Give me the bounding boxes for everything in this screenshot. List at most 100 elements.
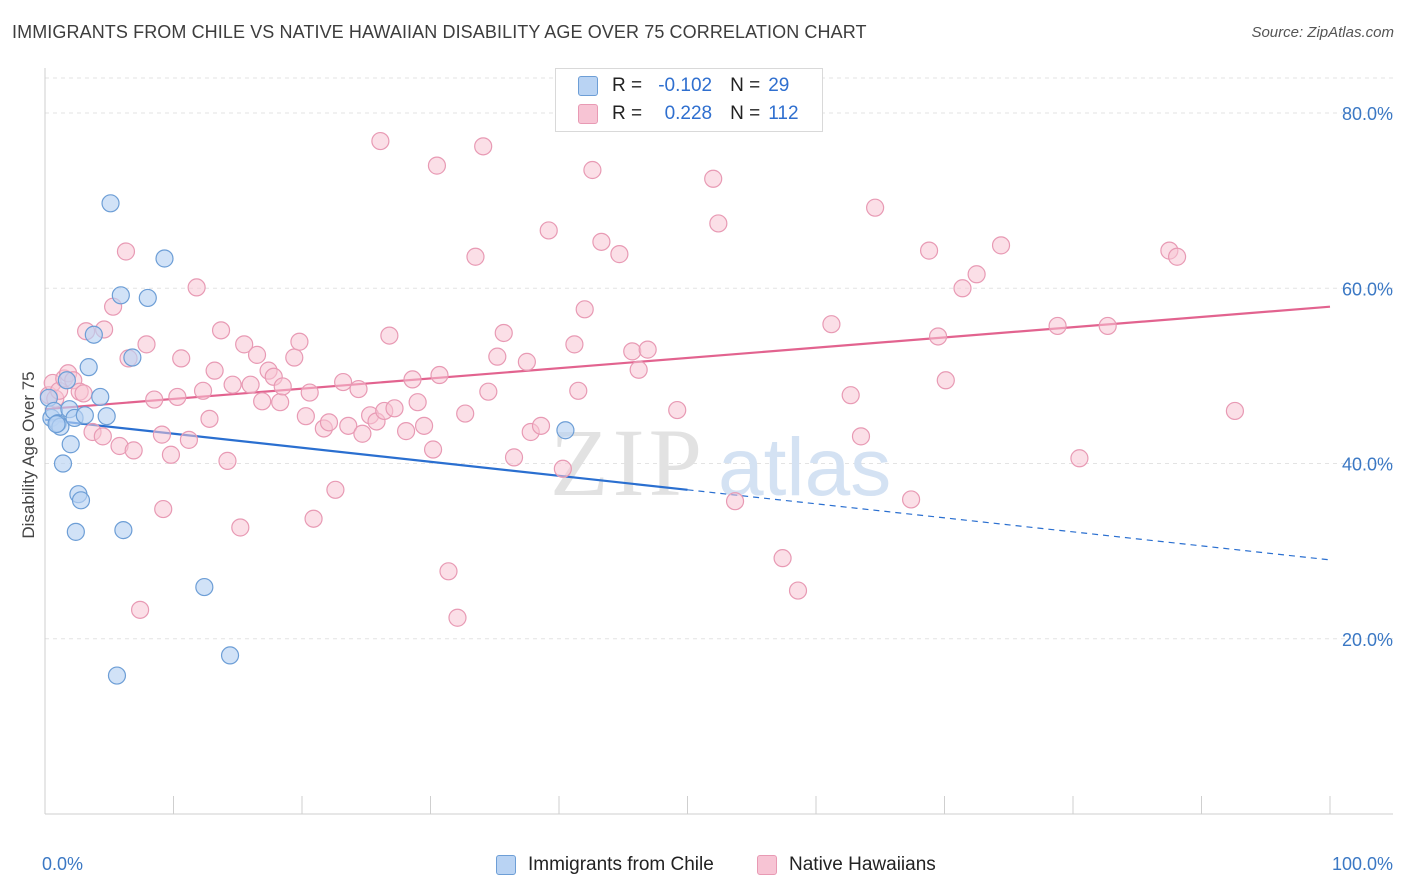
data-point-native-hawaiians <box>866 198 885 217</box>
data-point-native-hawaiians <box>247 345 267 364</box>
y-tick-label: 20.0% <box>1342 630 1393 650</box>
data-point-native-hawaiians <box>231 518 250 537</box>
data-point-native-hawaiians <box>773 549 792 568</box>
data-point-native-hawaiians <box>414 416 434 435</box>
legend-swatch-blue <box>496 855 516 875</box>
data-point-native-hawaiians <box>709 214 728 233</box>
data-point-native-hawaiians <box>610 245 629 264</box>
data-point-immigrants-from-chile <box>61 435 80 454</box>
data-point-native-hawaiians <box>479 382 498 401</box>
data-point-immigrants-from-chile <box>195 577 214 597</box>
data-point-native-hawaiians <box>205 361 224 380</box>
data-point-native-hawaiians <box>179 430 199 449</box>
data-point-native-hawaiians <box>223 375 242 394</box>
data-point-immigrants-from-chile <box>220 646 240 665</box>
data-point-native-hawaiians <box>531 416 551 435</box>
data-point-native-hawaiians <box>638 340 657 359</box>
x-tick-label: 100.0% <box>1332 854 1393 874</box>
data-point-immigrants-from-chile <box>57 371 76 390</box>
data-point-native-hawaiians <box>851 427 871 446</box>
data-point-native-hawaiians <box>1048 316 1067 336</box>
legend-row-hawaiians: R = 0.228 N = 112 <box>578 101 799 127</box>
tick-labels: 20.0% 40.0% 60.0% 80.0% 0.0% 100.0% <box>42 104 1393 874</box>
data-point-immigrants-from-chile <box>91 387 110 407</box>
data-point-immigrants-from-chile <box>97 407 116 426</box>
data-point-native-hawaiians <box>788 581 808 600</box>
data-point-native-hawaiians <box>130 600 150 619</box>
chart-title: IMMIGRANTS FROM CHILE VS NATIVE HAWAIIAN… <box>12 22 867 42</box>
data-point-native-hawaiians <box>304 509 323 528</box>
legend-r-label: R = <box>612 75 643 96</box>
data-point-immigrants-from-chile <box>123 348 142 367</box>
data-point-native-hawaiians <box>353 424 372 443</box>
data-point-native-hawaiians <box>74 384 93 403</box>
legend-n-label: N = <box>730 103 761 124</box>
watermark: ZIP atlas <box>550 409 891 516</box>
legend-r-value: 0.228 <box>664 103 713 124</box>
data-point-native-hawaiians <box>371 131 390 151</box>
data-point-immigrants-from-chile <box>556 421 575 440</box>
data-point-native-hawaiians <box>539 221 558 240</box>
data-point-native-hawaiians <box>928 327 948 346</box>
legend-n-value: 112 <box>768 103 799 124</box>
data-point-native-hawaiians <box>623 342 642 361</box>
data-point-native-hawaiians <box>218 451 237 470</box>
data-point-native-hawaiians <box>919 241 939 260</box>
data-point-native-hawaiians <box>569 381 588 400</box>
trend-line-hawaiians <box>44 305 1331 411</box>
data-point-native-hawaiians <box>592 232 611 251</box>
legend-r-value: -0.102 <box>658 75 713 96</box>
data-point-native-hawaiians <box>211 321 231 340</box>
legend-r-label: R = <box>612 103 643 124</box>
data-point-native-hawaiians <box>448 608 467 627</box>
data-point-native-hawaiians <box>408 393 427 412</box>
data-point-native-hawaiians <box>494 323 513 343</box>
data-point-immigrants-from-chile <box>53 454 73 473</box>
data-point-immigrants-from-chile <box>79 358 98 377</box>
data-point-native-hawaiians <box>271 393 290 412</box>
data-point-native-hawaiians <box>187 278 206 297</box>
data-point-native-hawaiians <box>668 400 687 420</box>
data-point-native-hawaiians <box>991 236 1011 255</box>
data-point-native-hawaiians <box>193 381 213 400</box>
data-point-native-hawaiians <box>456 404 475 423</box>
data-point-native-hawaiians <box>349 379 368 399</box>
legend-item-chile: Immigrants from Chile <box>496 852 714 878</box>
y-tick-label: 40.0% <box>1342 455 1393 475</box>
data-point-native-hawaiians <box>841 386 860 405</box>
data-point-immigrants-from-chile <box>101 194 120 213</box>
data-point-immigrants-from-chile <box>107 666 127 685</box>
data-point-immigrants-from-chile <box>71 491 91 510</box>
data-point-native-hawaiians <box>296 407 315 426</box>
data-point-native-hawaiians <box>290 332 309 351</box>
data-point-native-hawaiians <box>427 156 447 175</box>
legend-swatch-pink <box>757 855 777 875</box>
legend-swatch-pink <box>578 104 598 124</box>
data-point-native-hawaiians <box>241 375 260 394</box>
data-point-native-hawaiians <box>152 425 172 444</box>
data-point-native-hawaiians <box>396 422 416 441</box>
data-point-immigrants-from-chile <box>138 288 157 308</box>
data-point-native-hawaiians <box>466 247 485 266</box>
data-point-native-hawaiians <box>430 365 449 385</box>
data-point-native-hawaiians <box>339 416 358 435</box>
data-point-immigrants-from-chile <box>84 325 103 344</box>
data-point-native-hawaiians <box>273 377 292 396</box>
data-point-native-hawaiians <box>235 335 254 354</box>
data-point-native-hawaiians <box>517 352 536 371</box>
grid-lines <box>45 77 1393 640</box>
data-point-native-hawaiians <box>1167 247 1187 266</box>
legend-n-label: N = <box>730 75 761 96</box>
data-point-immigrants-from-chile <box>66 522 85 541</box>
data-point-native-hawaiians <box>967 265 986 284</box>
data-point-native-hawaiians <box>901 490 921 509</box>
y-tick-label: 80.0% <box>1342 104 1393 124</box>
data-point-native-hawaiians <box>822 315 841 334</box>
y-tick-label: 60.0% <box>1342 279 1393 299</box>
data-point-native-hawaiians <box>403 370 422 389</box>
data-point-native-hawaiians <box>285 348 304 367</box>
data-point-native-hawaiians <box>565 335 584 354</box>
stats-legend: R = -0.102 N = 29 R = 0.228 N = 112 <box>555 68 823 132</box>
data-point-native-hawaiians <box>319 413 339 432</box>
data-point-native-hawaiians <box>936 371 955 390</box>
